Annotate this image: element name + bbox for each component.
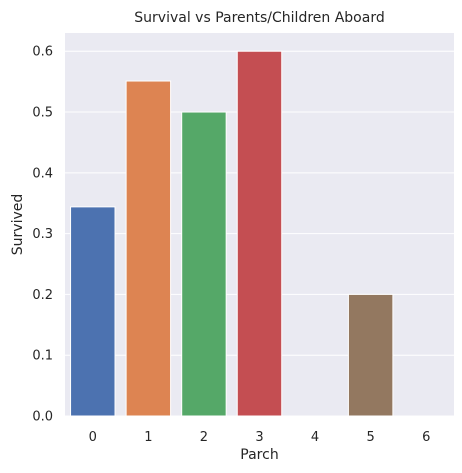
- y-tick-label: 0.1: [32, 349, 53, 364]
- x-tick-label: 5: [367, 430, 375, 445]
- x-axis-ticks: 0 1 2 3 4 5 6: [89, 430, 431, 445]
- y-axis-label: Survived: [10, 194, 26, 255]
- bar-parch-1: [125, 80, 172, 417]
- x-tick-label: 3: [255, 430, 263, 445]
- y-tick-label: 0.2: [32, 288, 53, 303]
- y-tick-label: 0.4: [32, 166, 53, 181]
- chart-title: Survival vs Parents/Children Aboard: [134, 10, 384, 26]
- x-tick-label: 6: [422, 430, 430, 445]
- y-tick-label: 0.5: [32, 106, 53, 121]
- bars: [70, 50, 394, 417]
- y-axis-ticks: 0.0 0.1 0.2 0.3 0.4 0.5 0.6: [32, 45, 53, 425]
- x-tick-label: 2: [200, 430, 208, 445]
- y-tick-label: 0.0: [32, 410, 53, 425]
- bar-parch-3: [236, 50, 283, 417]
- bar-parch-5: [347, 293, 394, 417]
- x-tick-label: 1: [144, 430, 152, 445]
- x-tick-label: 0: [89, 430, 97, 445]
- y-tick-label: 0.6: [32, 45, 53, 60]
- bar-parch-0: [70, 206, 116, 417]
- x-tick-label: 4: [311, 430, 319, 445]
- x-axis-label: Parch: [240, 447, 278, 463]
- y-tick-label: 0.3: [32, 227, 53, 242]
- bar-parch-2: [181, 111, 227, 417]
